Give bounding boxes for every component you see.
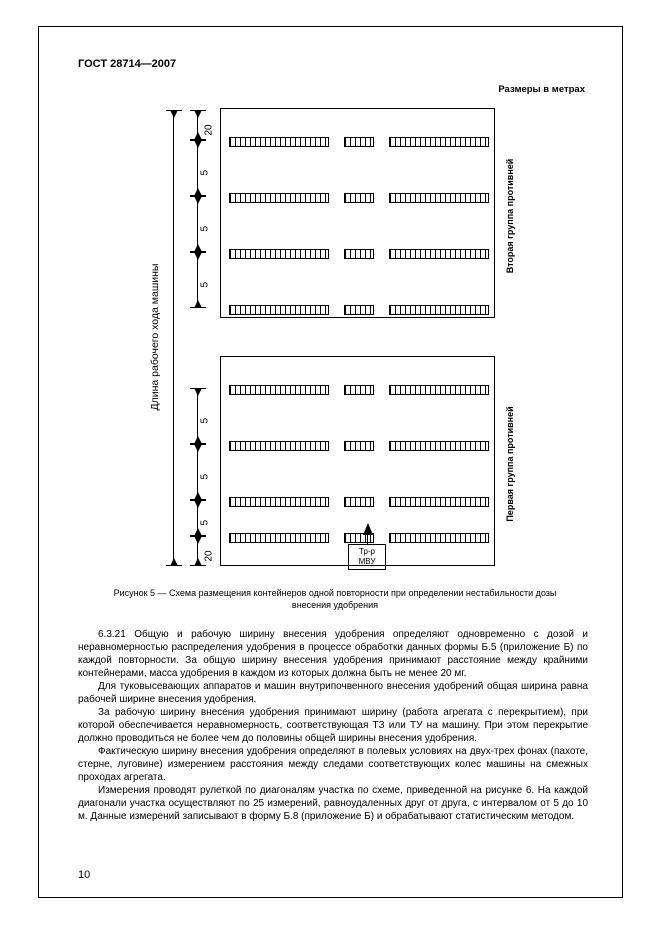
group-top-label: Вторая группа противней — [505, 136, 515, 296]
dim-20a-val: 20 — [204, 116, 215, 136]
full-length-label: Длина рабочего хода машины — [149, 257, 161, 417]
figure-5: Длина рабочего хода машины 20 5 5 5 5 5 … — [165, 96, 530, 576]
para-3: За рабочую ширину внесения удобрения при… — [78, 706, 588, 745]
page-number: 10 — [78, 869, 90, 881]
dim-5f-val: 5 — [200, 514, 211, 526]
tractor-l1: Тр-р — [349, 547, 385, 557]
dim-5d-val: 5 — [200, 412, 211, 424]
dim-5a-val: 5 — [200, 164, 211, 176]
tractor-arrow-icon — [363, 523, 373, 535]
para-4: Фактическую ширину внесения удобрения оп… — [78, 745, 588, 784]
dim-5e-val: 5 — [200, 468, 211, 480]
tractor-box: Тр-р МВУ — [348, 544, 386, 570]
unit-label: Размеры в метрах — [498, 84, 585, 95]
dim-5c-val: 5 — [200, 276, 211, 288]
para-2: Для туковысевающих аппаратов и машин вну… — [78, 680, 588, 706]
tractor-l2: МВУ — [349, 557, 385, 567]
body-text: 6.3.21 Общую и рабочую ширину внесения у… — [78, 628, 588, 823]
figure-caption: Рисунок 5 — Схема размещения контейнеров… — [100, 588, 570, 611]
para-5: Измерения проводят рулеткой по диагоналя… — [78, 784, 588, 823]
panel-bottom — [220, 356, 495, 566]
dim-20b-val: 20 — [204, 542, 215, 562]
doc-header: ГОСТ 28714—2007 — [78, 58, 176, 70]
group-bot-label: Первая группа противней — [505, 384, 515, 544]
dim-5b-val: 5 — [200, 220, 211, 232]
para-1: 6.3.21 Общую и рабочую ширину внесения у… — [78, 628, 588, 680]
panel-top — [220, 108, 495, 318]
full-length-dim — [173, 110, 174, 566]
